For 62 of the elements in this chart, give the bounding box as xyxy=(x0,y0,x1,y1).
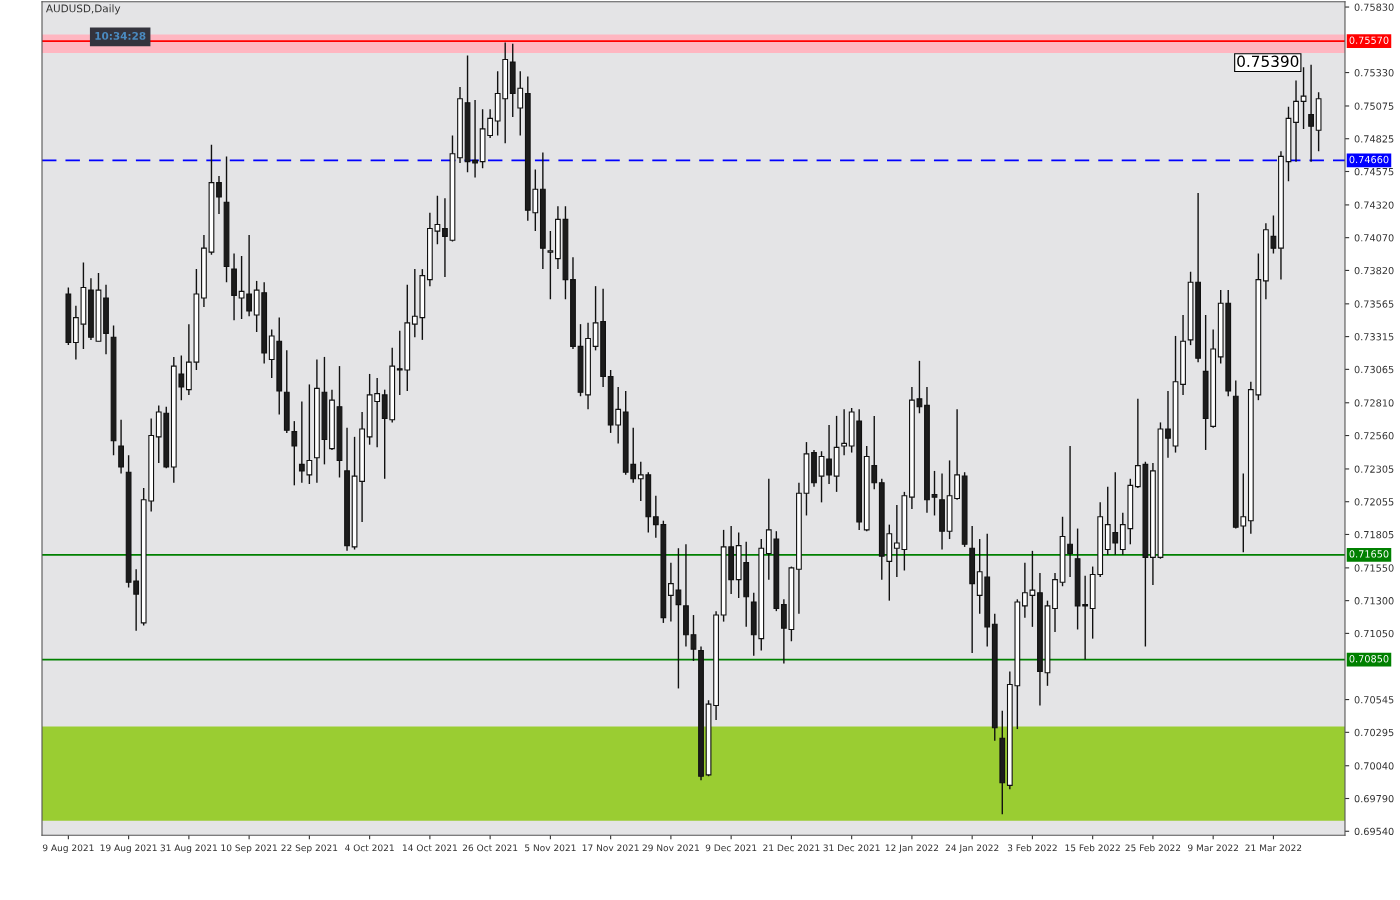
ref-line-label: 0.75570 xyxy=(1349,36,1389,44)
y-tick-label: 0.73565 xyxy=(1354,300,1394,308)
x-tick-label: 31 Dec 2021 xyxy=(823,844,880,852)
y-tick-label: 0.73315 xyxy=(1354,333,1394,341)
x-tick-label: 14 Oct 2021 xyxy=(402,844,457,852)
ref-line-label: 0.74660 xyxy=(1349,155,1389,164)
x-tick-label: 29 Nov 2021 xyxy=(642,844,699,852)
x-tick-label: 25 Feb 2022 xyxy=(1125,844,1181,852)
y-tick-label: 0.71550 xyxy=(1354,564,1394,572)
x-tick-label: 26 Oct 2021 xyxy=(462,844,518,852)
y-tick-label: 0.74070 xyxy=(1354,234,1394,242)
y-tick-label: 0.73820 xyxy=(1354,266,1394,275)
x-tick-label: 9 Aug 2021 xyxy=(42,844,94,853)
ref-line-label: 0.70850 xyxy=(1349,655,1389,663)
x-tick-label: 9 Mar 2022 xyxy=(1188,844,1239,852)
y-tick-label: 0.70040 xyxy=(1354,762,1394,770)
y-tick-label: 0.74825 xyxy=(1354,135,1394,143)
candlestick xyxy=(291,420,298,487)
y-tick-label: 0.69540 xyxy=(1354,827,1394,836)
x-tick-label: 21 Mar 2022 xyxy=(1245,844,1302,852)
x-tick-label: 22 Sep 2021 xyxy=(281,844,338,853)
candlestick xyxy=(1308,64,1314,163)
y-tick-label: 0.70545 xyxy=(1354,696,1394,704)
x-tick-label: 15 Feb 2022 xyxy=(1065,844,1120,852)
candlestick xyxy=(1293,79,1299,163)
y-tick-label: 0.74320 xyxy=(1354,201,1394,209)
x-tick-label: 19 Aug 2021 xyxy=(100,844,157,853)
y-tick-label: 0.72305 xyxy=(1354,465,1394,473)
x-tick-label: 31 Aug 2021 xyxy=(160,844,217,853)
candlestick xyxy=(1165,390,1171,459)
x-tick-label: 21 Dec 2021 xyxy=(763,844,820,852)
x-tick-label: 24 Jan 2022 xyxy=(945,844,999,853)
y-tick-label: 0.71300 xyxy=(1354,597,1394,605)
y-tick-label: 0.75830 xyxy=(1354,3,1394,11)
x-tick-label: 12 Jan 2022 xyxy=(885,844,939,853)
candlestick xyxy=(547,230,554,300)
candlestick xyxy=(841,408,848,456)
annotation: 10:34:28 xyxy=(95,31,146,40)
y-tick-label: 0.70295 xyxy=(1354,728,1394,737)
x-tick-label: 3 Feb 2022 xyxy=(1007,844,1057,852)
chart-title: AUDUSD,Daily xyxy=(45,4,121,15)
x-tick-label: 17 Nov 2021 xyxy=(582,844,639,852)
ref-line-label: 0.71650 xyxy=(1349,550,1389,558)
x-tick-label: 5 Nov 2021 xyxy=(525,844,576,852)
y-tick-label: 0.72810 xyxy=(1354,399,1394,407)
y-tick-label: 0.71805 xyxy=(1354,530,1394,539)
y-tick-label: 0.71050 xyxy=(1354,629,1394,638)
y-tick-label: 0.74575 xyxy=(1354,167,1394,176)
y-tick-label: 0.72560 xyxy=(1354,432,1394,440)
candlestick xyxy=(690,614,697,662)
y-tick-label: 0.75330 xyxy=(1354,69,1394,77)
y-tick-label: 0.73065 xyxy=(1354,365,1394,374)
annotation: 0.75390 xyxy=(1237,55,1299,68)
y-tick-label: 0.69790 xyxy=(1354,794,1394,803)
candlestick xyxy=(931,470,938,517)
candlestick xyxy=(118,419,124,475)
x-tick-label: 10 Sep 2021 xyxy=(221,844,277,853)
candlestick xyxy=(216,175,222,215)
y-tick-label: 0.72055 xyxy=(1354,498,1394,506)
x-tick-label: 4 Oct 2021 xyxy=(345,844,394,852)
y-tick-label: 0.75075 xyxy=(1354,102,1394,110)
x-tick-label: 9 Dec 2021 xyxy=(705,844,757,852)
